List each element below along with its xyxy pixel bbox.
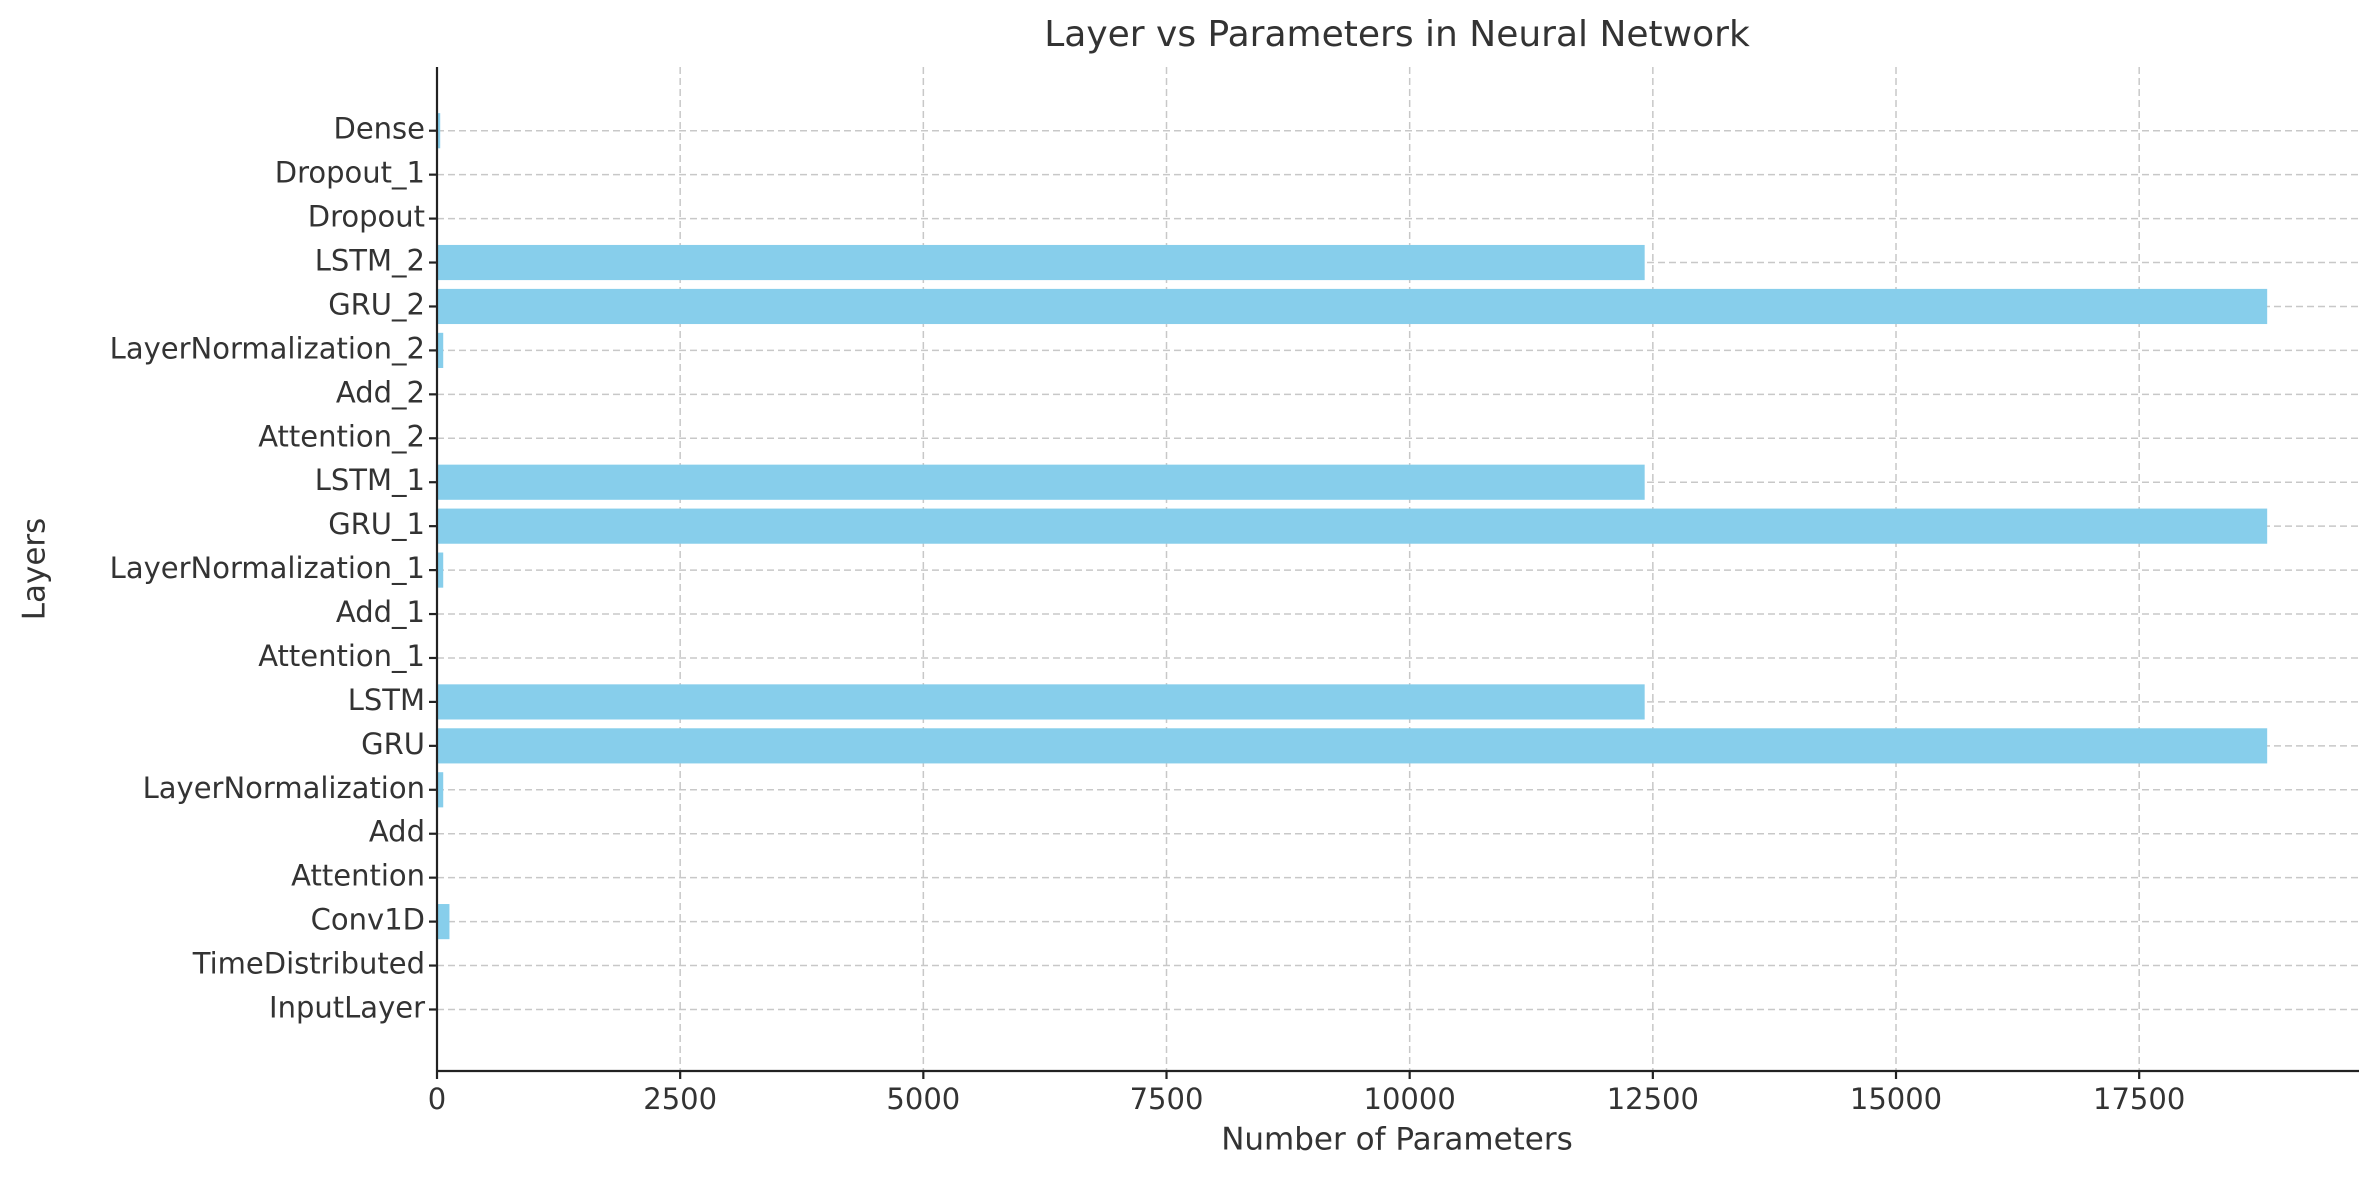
x-tick-label: 10000 — [1364, 1082, 1456, 1116]
y-tick-label: Dropout — [308, 200, 425, 234]
x-tick-label: 17500 — [2093, 1082, 2185, 1116]
y-tick-label: LayerNormalization_1 — [110, 551, 425, 585]
x-tick-label: 7500 — [1130, 1082, 1204, 1116]
y-tick-label: LSTM_1 — [315, 463, 425, 497]
bar — [437, 113, 441, 149]
bar — [437, 288, 2268, 325]
y-tick-label: Dense — [333, 112, 425, 146]
bar — [437, 904, 450, 940]
y-tick-label: Add — [369, 815, 425, 849]
bar — [437, 244, 1645, 281]
y-tick-label: LSTM — [348, 683, 425, 717]
y-tick-label: Attention — [291, 859, 425, 893]
y-tick-label: GRU_1 — [328, 507, 425, 541]
bar — [437, 332, 444, 368]
x-tick-label: 5000 — [886, 1082, 960, 1116]
x-axis-label: Number of Parameters — [1221, 1122, 1573, 1158]
y-tick-label: InputLayer — [269, 990, 425, 1024]
x-tick-label: 0 — [428, 1082, 446, 1116]
y-tick-label: GRU — [361, 727, 425, 761]
y-tick-label: Attention_2 — [258, 419, 425, 453]
y-tick-label: LSTM_2 — [315, 244, 425, 278]
y-tick-label: Attention_1 — [258, 639, 425, 673]
y-tick-label: Conv1D — [311, 903, 425, 937]
bar — [437, 552, 444, 588]
x-tick-label: 2500 — [643, 1082, 717, 1116]
bar — [437, 772, 444, 808]
bar — [437, 464, 1645, 500]
y-tick-label: LayerNormalization_2 — [110, 331, 425, 365]
bar — [437, 684, 1645, 720]
y-axis-label: Layers — [17, 518, 53, 621]
chart-title: Layer vs Parameters in Neural Network — [1044, 14, 1750, 55]
bar — [437, 508, 2268, 544]
y-tick-label: TimeDistributed — [192, 947, 425, 981]
bar — [437, 728, 2268, 764]
x-tick-label: 12500 — [1607, 1082, 1699, 1116]
y-tick-label: Dropout_1 — [275, 156, 425, 190]
y-tick-label: Add_1 — [336, 595, 425, 629]
y-tick-label: Add_2 — [336, 375, 425, 409]
y-tick-label: GRU_2 — [328, 287, 425, 321]
y-tick-label: LayerNormalization — [143, 771, 425, 805]
x-tick-label: 15000 — [1850, 1082, 1942, 1116]
